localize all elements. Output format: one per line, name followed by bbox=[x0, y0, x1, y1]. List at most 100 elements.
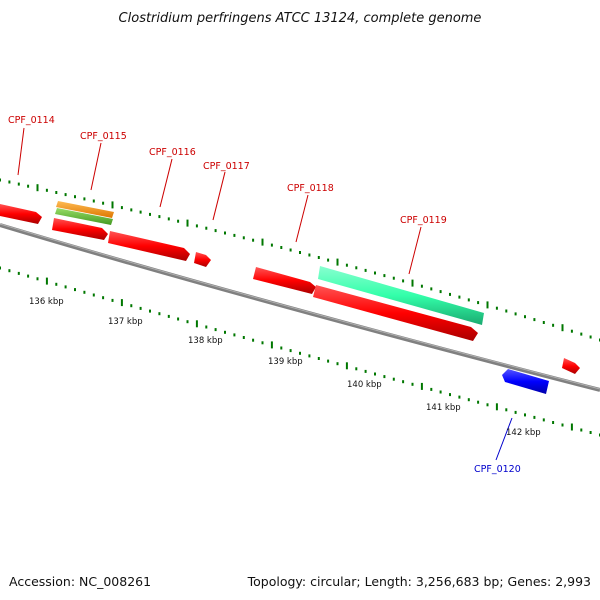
minor-tick bbox=[17, 271, 20, 275]
gene-label-cpf-0117[interactable]: CPF_0117 bbox=[203, 161, 250, 172]
minor-tick bbox=[17, 182, 20, 186]
minor-tick bbox=[270, 243, 273, 247]
minor-tick bbox=[55, 191, 58, 194]
minor-tick bbox=[430, 287, 433, 291]
scale-label: 137 kbp bbox=[108, 317, 143, 327]
minor-tick bbox=[139, 306, 142, 310]
minor-tick bbox=[458, 295, 461, 299]
scale-label: 140 kbp bbox=[347, 380, 382, 390]
major-tick bbox=[486, 301, 489, 309]
green-feature bbox=[55, 208, 113, 225]
minor-tick bbox=[477, 400, 480, 404]
major-tick bbox=[186, 219, 189, 227]
major-tick bbox=[420, 382, 423, 390]
gene-label-cpf-0119[interactable]: CPF_0119 bbox=[400, 215, 447, 226]
scale-label: 139 kbp bbox=[268, 357, 303, 367]
major-tick bbox=[411, 279, 414, 287]
minor-tick bbox=[74, 288, 76, 292]
gene-label-cpf-0118[interactable]: CPF_0118 bbox=[287, 183, 334, 194]
minor-tick bbox=[524, 315, 526, 319]
minor-tick bbox=[205, 325, 208, 329]
minor-tick bbox=[289, 349, 292, 353]
minor-tick bbox=[64, 193, 67, 197]
minor-tick bbox=[280, 346, 283, 350]
gene-arrow-cpf-0115[interactable] bbox=[52, 218, 108, 240]
gene-arrow-cpf-0116[interactable] bbox=[108, 231, 190, 261]
minor-tick bbox=[0, 178, 1, 182]
minor-tick bbox=[449, 393, 451, 397]
accession-text: Accession: NC_008261 bbox=[9, 574, 151, 589]
gene-arrow-cpf-0120[interactable] bbox=[502, 369, 549, 394]
minor-tick bbox=[420, 284, 423, 288]
minor-tick bbox=[374, 271, 376, 275]
minor-tick bbox=[514, 410, 517, 414]
gene-label-cpf-0116[interactable]: CPF_0116 bbox=[149, 147, 196, 158]
minor-tick bbox=[158, 312, 161, 316]
major-tick bbox=[120, 299, 123, 307]
minor-tick bbox=[205, 226, 208, 230]
minor-tick bbox=[327, 258, 330, 262]
gene-arrow-cpf-0118a[interactable] bbox=[253, 267, 316, 294]
minor-tick bbox=[533, 415, 536, 419]
scale-label: 141 kbp bbox=[426, 403, 461, 413]
minor-tick bbox=[74, 195, 76, 199]
minor-tick bbox=[233, 333, 236, 337]
minor-tick bbox=[589, 431, 592, 434]
minor-tick bbox=[514, 312, 517, 316]
minor-tick bbox=[27, 274, 30, 278]
scale-label: 142 kbp bbox=[506, 428, 541, 438]
minor-tick bbox=[430, 387, 433, 391]
minor-tick bbox=[8, 269, 11, 273]
genome-backbone bbox=[0, 223, 600, 392]
minor-tick bbox=[92, 199, 95, 203]
topology-summary-text: Topology: circular; Length: 3,256,683 bp… bbox=[247, 574, 591, 589]
minor-tick bbox=[224, 330, 226, 334]
minor-tick bbox=[224, 231, 226, 235]
minor-tick bbox=[130, 208, 133, 212]
minor-tick bbox=[374, 372, 376, 376]
minor-tick bbox=[542, 321, 545, 324]
minor-tick bbox=[411, 382, 414, 386]
minor-tick bbox=[495, 306, 498, 310]
major-tick bbox=[345, 362, 348, 370]
minor-tick bbox=[102, 296, 105, 300]
major-tick bbox=[270, 341, 273, 349]
gene-arrow-cpf-0114[interactable] bbox=[0, 204, 42, 224]
gene-label-cpf-0120[interactable]: CPF_0120 bbox=[474, 464, 521, 475]
gene-arrow-right-edge[interactable] bbox=[562, 358, 580, 374]
gene-feature-cpf-0119[interactable] bbox=[318, 266, 484, 325]
inner-tick-track bbox=[0, 266, 600, 437]
minor-tick bbox=[242, 336, 245, 339]
minor-tick bbox=[0, 266, 1, 270]
minor-tick bbox=[477, 301, 480, 305]
minor-tick bbox=[402, 380, 405, 384]
scale-label: 136 kbp bbox=[29, 297, 64, 307]
minor-tick bbox=[524, 413, 526, 417]
minor-tick bbox=[533, 318, 536, 322]
gene-arrow-cpf-0118b[interactable] bbox=[313, 285, 478, 341]
gene-arrow-cpf-0117[interactable] bbox=[194, 252, 211, 267]
minor-tick bbox=[486, 403, 489, 407]
minor-tick bbox=[364, 369, 367, 373]
gene-label-cpf-0115[interactable]: CPF_0115 bbox=[80, 131, 127, 142]
major-tick bbox=[336, 258, 339, 266]
major-tick bbox=[111, 201, 114, 209]
minor-tick bbox=[505, 408, 508, 412]
major-tick bbox=[36, 184, 39, 192]
minor-tick bbox=[383, 274, 386, 278]
minor-tick bbox=[570, 329, 573, 333]
minor-tick bbox=[252, 338, 255, 342]
minor-tick bbox=[149, 309, 151, 313]
minor-tick bbox=[195, 224, 198, 228]
minor-tick bbox=[317, 357, 320, 360]
minor-tick bbox=[130, 304, 133, 308]
minor-tick bbox=[308, 354, 311, 358]
minor-tick bbox=[383, 375, 386, 379]
minor-tick bbox=[83, 197, 86, 201]
minor-tick bbox=[317, 256, 320, 259]
minor-tick bbox=[111, 298, 114, 302]
minor-tick bbox=[355, 367, 358, 371]
minor-tick bbox=[177, 317, 180, 321]
gene-label-cpf-0114[interactable]: CPF_0114 bbox=[8, 115, 55, 126]
